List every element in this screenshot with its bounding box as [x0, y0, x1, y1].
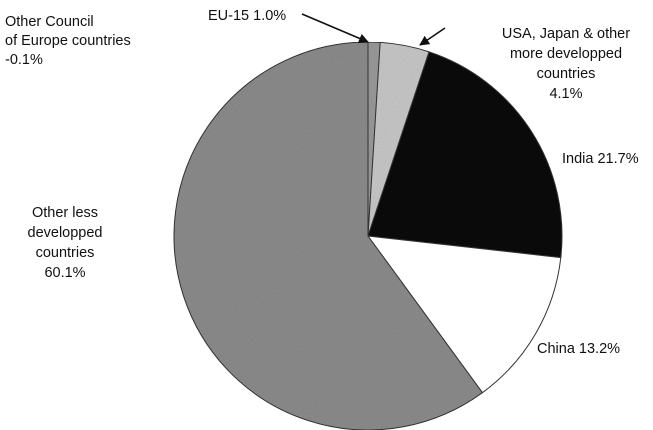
- slice-label-eu-15: EU-15 1.0%: [208, 8, 286, 24]
- slice-label-china: China 13.2%: [537, 341, 620, 357]
- usa-japan-leader-arrow: [419, 27, 446, 46]
- slice-label-india: India 21.7%: [562, 151, 639, 167]
- slice-label-line: USA, Japan & other: [502, 26, 630, 42]
- slice-label-line: countries: [537, 66, 596, 82]
- slice-label-line: India 21.7%: [562, 151, 639, 167]
- slice-label-line: countries: [36, 245, 95, 261]
- pie-slice-india: [367, 51, 563, 259]
- slice-labels: EU-15 1.0% USA, Japan & other more develop…: [5, 8, 639, 357]
- slice-label-line: -0.1%: [5, 52, 43, 68]
- slice-label-usa-japan-other-more-developped-countries: USA, Japan & other more developped countri…: [502, 26, 630, 102]
- leader-arrows: [301, 13, 446, 46]
- eu15-leader-arrow: [301, 13, 369, 44]
- slice-label-line: Other less: [32, 205, 98, 221]
- pie-slices: [173, 41, 563, 430]
- slice-label-line: 4.1%: [549, 86, 582, 102]
- slice-label-other-council-of-europe-countries: Other Council of Europe countries -0.1%: [5, 14, 131, 68]
- slice-label-line: 60.1%: [44, 265, 85, 281]
- slice-label-line: Other Council: [5, 14, 94, 30]
- slice-label-other-less-developped-countries: Other less developped countries 60.1%: [28, 205, 103, 281]
- pie-slice-other-less-developped-countries: [173, 41, 484, 430]
- slice-label-line: more developped: [510, 46, 622, 62]
- slice-label-line: developped: [28, 225, 103, 241]
- slice-label-line: of Europe countries: [5, 33, 131, 49]
- slice-label-line: China 13.2%: [537, 341, 620, 357]
- slice-label-line: EU-15 1.0%: [208, 8, 286, 24]
- pie-slice-china: [366, 235, 562, 394]
